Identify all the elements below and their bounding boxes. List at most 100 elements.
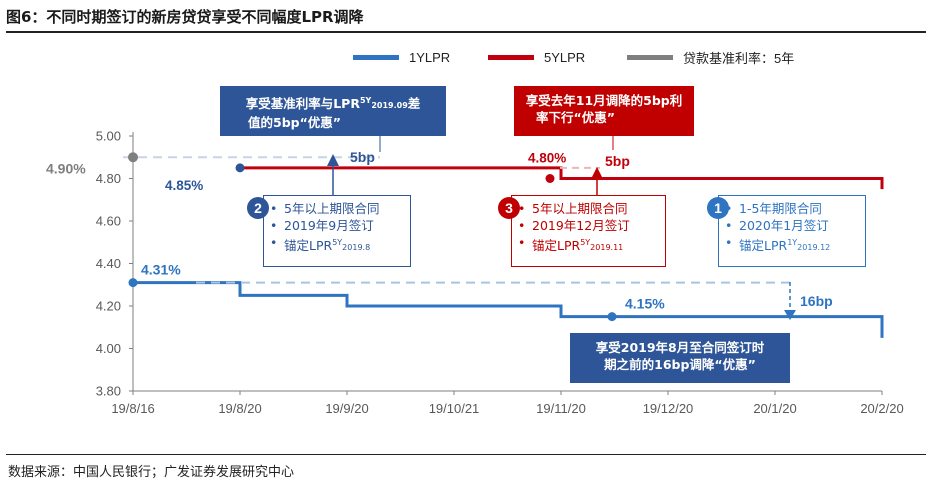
- case1-bullet-3: •: [725, 235, 733, 250]
- x-tick-label: 19/9/20: [325, 401, 368, 416]
- callout-top-blue-text-b: 差: [407, 96, 421, 112]
- y-tick-label: 4.20: [96, 299, 121, 314]
- marker-1ylpr-first: [128, 278, 138, 288]
- callout-top-blue: 享受基准利率与LPR5Y2019.09差 值的5bp“优惠”: [220, 86, 446, 136]
- x-tick-label: 20/2/20: [860, 401, 903, 416]
- case2-text-3: 锚定LPR: [284, 238, 333, 254]
- case-1-badge: 1: [707, 197, 729, 219]
- case3-item-3: • 锚定LPR5Y2019.11: [518, 234, 661, 256]
- legend-base-rate: 贷款基准利率：5年: [627, 48, 794, 66]
- arrow-5bp-red-head: [591, 167, 603, 179]
- case3-sub: 2019.11: [590, 243, 624, 253]
- case3-bullet-1: •: [518, 201, 526, 216]
- x-tick-label: 19/8/16: [111, 401, 154, 416]
- case3-bullet-2: •: [518, 218, 526, 233]
- label-1ylpr-4.31: 4.31%: [141, 262, 181, 278]
- case-3-num: 3: [505, 200, 513, 216]
- case1-item-3: • 锚定LPR1Y2019.12: [725, 234, 861, 256]
- gap-label-5bp-red: 5bp: [605, 153, 630, 169]
- callout-bottom-blue-line1: 享受2019年8月至合同签订时: [595, 340, 765, 355]
- title-rule: [6, 31, 926, 33]
- case-1-num: 1: [714, 200, 722, 216]
- case3-item-1: • 5年以上期限合同: [518, 200, 661, 217]
- case1-item-2: • 2020年1月签订: [725, 217, 861, 234]
- label-5ylpr-4.85: 4.85%: [165, 178, 203, 193]
- label-5ylpr-4.80: 4.80%: [528, 151, 566, 166]
- case-box-3: • 5年以上期限合同 • 2019年12月签订 • 锚定LPR5Y2019.11: [511, 195, 666, 267]
- callout-top-blue-line1: 享受基准利率与LPR5Y2019.09差: [226, 92, 440, 114]
- case-2-num: 2: [254, 200, 262, 216]
- case2-bullet-1: •: [270, 201, 278, 216]
- arrow-5bp-blue-head: [327, 154, 339, 166]
- source-note: 数据来源：中国人民银行；广发证券发展研究中心: [8, 465, 295, 480]
- case2-text-2: 2019年9月签订: [284, 218, 374, 233]
- legend-1ylpr: 1YLPR: [353, 48, 450, 66]
- marker-5ylpr-nov: [545, 174, 555, 183]
- series-line-1ylpr: [133, 281, 884, 338]
- legend-5ylpr: 5YLPR: [488, 48, 585, 66]
- y-tick-label: 4.80: [96, 171, 121, 186]
- y-tick-label: 4.40: [96, 256, 121, 271]
- case2-sub: 2019.8: [342, 243, 371, 253]
- y-tick-label: 4.00: [96, 341, 121, 356]
- case1-sup: 1Y: [787, 238, 798, 247]
- case-box-1: • 1-5年期限合同 • 2020年1月签订 • 锚定LPR1Y2019.12: [718, 195, 866, 267]
- callout-top-blue-sup: 5Y: [359, 96, 372, 105]
- case2-text-1: 5年以上期限合同: [284, 201, 380, 216]
- case2-sup: 5Y: [332, 238, 343, 247]
- case3-bullet-3: •: [518, 235, 526, 250]
- case1-text-1: 1-5年期限合同: [739, 201, 822, 216]
- series-line-5ylpr: [240, 166, 884, 190]
- case3-text-2: 2019年12月签订: [532, 218, 630, 233]
- legend-label-1ylpr: 1YLPR: [409, 49, 451, 65]
- callout-top-blue-sub: 2019.09: [371, 101, 408, 111]
- callout-top-red-line2: 率下行“优惠”: [536, 110, 615, 125]
- case3-text-3: 锚定LPR: [532, 238, 581, 254]
- case1-sub: 2019.12: [797, 243, 831, 253]
- case2-bullet-2: •: [270, 218, 278, 233]
- arrow-16bp-head: [784, 310, 796, 320]
- footer-rule: [6, 454, 926, 455]
- y-tick-label: 5.00: [96, 129, 121, 144]
- case3-item-2: • 2019年12月签订: [518, 217, 661, 234]
- case1-bullet-2: •: [725, 218, 733, 233]
- gap-label-16bp: 16bp: [800, 293, 833, 309]
- case2-item-2: • 2019年9月签订: [270, 217, 406, 234]
- callout-top-blue-text-a: 享受基准利率与LPR: [245, 96, 360, 112]
- case2-bullet-3: •: [270, 235, 278, 250]
- x-tick-label: 20/1/20: [753, 401, 796, 416]
- marker-5ylpr-first: [235, 163, 245, 173]
- label-base-4.90: 4.90%: [46, 160, 86, 176]
- x-tick-label: 19/8/20: [218, 401, 261, 416]
- case2-item-3: • 锚定LPR5Y2019.8: [270, 234, 406, 256]
- y-tick-label: 3.80: [96, 384, 121, 399]
- legend-swatch-5ylpr: [488, 54, 534, 60]
- x-tick-label: 19/11/20: [536, 401, 586, 416]
- case3-sup: 5Y: [580, 238, 591, 247]
- callout-top-red: 享受去年11月调降的5bp利 率下行“优惠”: [514, 86, 694, 136]
- case-box-2: • 5年以上期限合同 • 2019年9月签订 • 锚定LPR5Y2019.8: [263, 195, 411, 267]
- gap-label-5bp-blue: 5bp: [350, 149, 375, 165]
- case3-text-1: 5年以上期限合同: [532, 201, 628, 216]
- y-tick-label: 4.60: [96, 214, 121, 229]
- legend-swatch-1ylpr: [353, 54, 399, 60]
- figure-title: 图6：不同时期签订的新房贷贷享受不同幅度LPR调降: [6, 8, 364, 26]
- callout-top-blue-line2: 值的5bp“优惠”: [248, 115, 342, 131]
- label-1ylpr-4.15: 4.15%: [625, 296, 665, 312]
- legend-label-5ylpr: 5YLPR: [544, 49, 586, 65]
- case-2-badge: 2: [247, 197, 269, 219]
- x-tick-label: 19/10/21: [429, 401, 480, 416]
- callout-top-red-line1: 享受去年11月调降的5bp利: [525, 93, 683, 108]
- callout-bottom-blue: 享受2019年8月至合同签订时 期之前的16bp调降“优惠”: [570, 333, 790, 383]
- x-tick-label: 19/12/20: [643, 401, 694, 416]
- legend-label-base-rate: 贷款基准利率：5年: [683, 50, 795, 66]
- callout-bottom-blue-line2: 期之前的16bp调降“优惠”: [604, 357, 756, 372]
- legend-swatch-base-rate: [627, 54, 673, 60]
- case1-text-2: 2020年1月签订: [739, 218, 829, 233]
- marker-1ylpr-dec: [607, 312, 617, 322]
- case2-item-1: • 5年以上期限合同: [270, 200, 406, 217]
- case-3-badge: 3: [498, 197, 520, 219]
- case1-text-3: 锚定LPR: [739, 238, 788, 254]
